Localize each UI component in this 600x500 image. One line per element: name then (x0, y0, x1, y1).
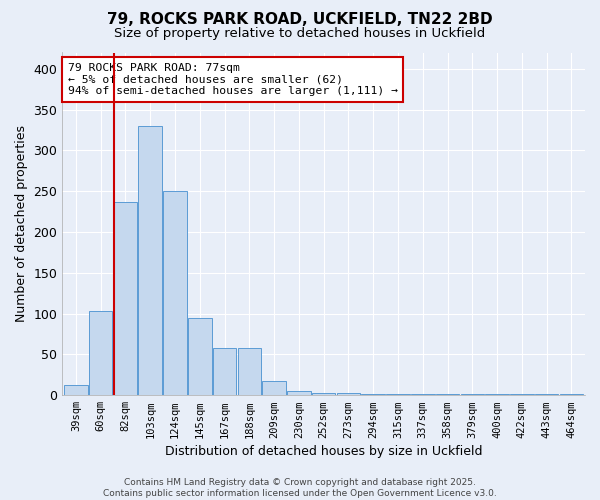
Bar (485, 394, 509, 395)
Bar (386, 394, 410, 395)
Bar (461, 394, 484, 395)
Bar (213, 348, 236, 395)
Bar (411, 394, 434, 395)
Bar (188, 318, 212, 395)
Bar (436, 394, 459, 395)
Bar (361, 394, 385, 395)
Bar (510, 394, 533, 395)
Text: Size of property relative to detached houses in Uckfield: Size of property relative to detached ho… (115, 28, 485, 40)
Bar (287, 391, 311, 395)
Bar (337, 392, 360, 395)
Bar (238, 348, 261, 395)
Text: Contains HM Land Registry data © Crown copyright and database right 2025.
Contai: Contains HM Land Registry data © Crown c… (103, 478, 497, 498)
Y-axis label: Number of detached properties: Number of detached properties (15, 126, 28, 322)
Text: 79 ROCKS PARK ROAD: 77sqm
← 5% of detached houses are smaller (62)
94% of semi-d: 79 ROCKS PARK ROAD: 77sqm ← 5% of detach… (68, 63, 398, 96)
Bar (64, 384, 88, 395)
Bar (139, 126, 162, 395)
Bar (312, 392, 335, 395)
Bar (560, 394, 583, 395)
Bar (163, 191, 187, 395)
Bar (535, 394, 559, 395)
Bar (89, 311, 112, 395)
Text: 79, ROCKS PARK ROAD, UCKFIELD, TN22 2BD: 79, ROCKS PARK ROAD, UCKFIELD, TN22 2BD (107, 12, 493, 28)
Bar (262, 382, 286, 395)
Bar (113, 202, 137, 395)
X-axis label: Distribution of detached houses by size in Uckfield: Distribution of detached houses by size … (165, 444, 482, 458)
